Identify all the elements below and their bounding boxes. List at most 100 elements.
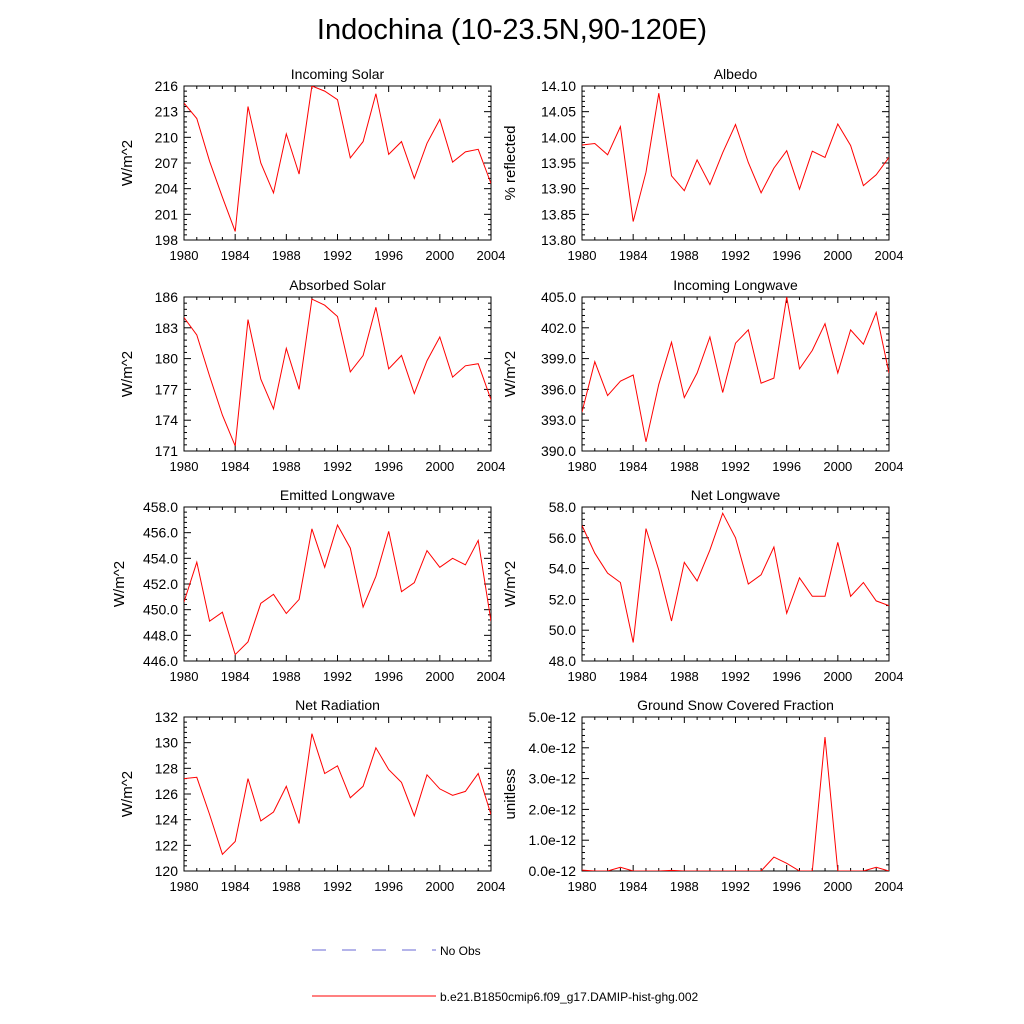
y-tick-label: 456.0 bbox=[143, 525, 178, 541]
x-tick-label: 1992 bbox=[721, 459, 750, 474]
x-tick-label: 2000 bbox=[425, 248, 454, 263]
y-tick-label: 1.0e-12 bbox=[529, 832, 577, 848]
y-tick-label: 201 bbox=[155, 206, 179, 222]
y-tick-label: 204 bbox=[155, 181, 179, 197]
y-tick-label: 48.0 bbox=[549, 653, 576, 669]
panel-title: Emitted Longwave bbox=[280, 487, 395, 503]
x-tick-label: 1984 bbox=[619, 879, 648, 894]
y-tick-label: 50.0 bbox=[549, 622, 576, 638]
y-tick-label: 399.0 bbox=[541, 351, 576, 367]
y-tick-label: 14.05 bbox=[541, 104, 576, 120]
legend-label-2: b.e21.B1850cmip6.f09_g17.DAMIP-hist-ghg.… bbox=[440, 990, 698, 1004]
panel-title: Absorbed Solar bbox=[289, 277, 386, 293]
panel-1: Incoming Solar 1980 1984 1988 1992 1996 2000 20… bbox=[119, 66, 505, 263]
x-tick-label: 2000 bbox=[425, 669, 454, 684]
x-tick-label: 1980 bbox=[170, 669, 199, 684]
y-tick-label: 3.0e-12 bbox=[529, 771, 577, 787]
x-tick-label: 2000 bbox=[425, 459, 454, 474]
series-line bbox=[582, 93, 889, 222]
x-tick-label: 2004 bbox=[875, 248, 904, 263]
series-line bbox=[184, 298, 491, 447]
figure-title: Indochina (10-23.5N,90-120E) bbox=[316, 14, 708, 46]
y-axis-label: W/m^2 bbox=[119, 771, 136, 817]
y-tick-label: 402.0 bbox=[541, 320, 576, 336]
panel-8: Ground Snow Covered Fraction 1980 1984 1988… bbox=[502, 697, 903, 894]
panel-title: Net Longwave bbox=[691, 487, 781, 503]
x-tick-label: 1988 bbox=[670, 459, 699, 474]
x-tick-label: 1980 bbox=[170, 459, 199, 474]
y-tick-label: 58.0 bbox=[549, 499, 576, 515]
y-tick-label: 390.0 bbox=[541, 443, 576, 459]
y-axis-label: W/m^2 bbox=[119, 140, 136, 186]
y-tick-label: 126 bbox=[155, 786, 179, 802]
x-tick-label: 2004 bbox=[477, 669, 506, 684]
panel-title: Net Radiation bbox=[295, 697, 380, 713]
y-tick-label: 213 bbox=[155, 104, 179, 120]
x-tick-label: 1984 bbox=[619, 459, 648, 474]
x-tick-label: 1996 bbox=[772, 459, 801, 474]
y-tick-label: 446.0 bbox=[143, 653, 178, 669]
x-tick-label: 2004 bbox=[477, 248, 506, 263]
x-tick-label: 1992 bbox=[323, 459, 352, 474]
y-tick-label: 13.90 bbox=[541, 181, 576, 197]
y-tick-label: 177 bbox=[155, 381, 179, 397]
x-tick-label: 2004 bbox=[875, 669, 904, 684]
y-tick-label: 5.0e-12 bbox=[529, 709, 577, 725]
y-tick-label: 120 bbox=[155, 863, 179, 879]
y-axis-label: W/m^2 bbox=[119, 351, 136, 397]
x-tick-label: 1980 bbox=[568, 669, 597, 684]
y-axis-label: % reflected bbox=[502, 125, 519, 200]
x-tick-label: 1980 bbox=[568, 879, 597, 894]
x-tick-label: 1984 bbox=[619, 669, 648, 684]
x-tick-label: 1980 bbox=[568, 248, 597, 263]
x-tick-label: 1996 bbox=[772, 669, 801, 684]
plot-frame bbox=[581, 506, 890, 662]
y-tick-label: 128 bbox=[155, 760, 179, 776]
plot-frame bbox=[581, 716, 890, 872]
x-tick-label: 2004 bbox=[875, 459, 904, 474]
x-tick-label: 1984 bbox=[221, 669, 250, 684]
panel-title: Albedo bbox=[714, 66, 758, 82]
panel-4: Incoming Longwave 1980 1984 1988 1992 1996 200… bbox=[502, 277, 903, 474]
x-tick-label: 1996 bbox=[772, 248, 801, 263]
x-tick-label: 1996 bbox=[374, 248, 403, 263]
x-tick-label: 1996 bbox=[772, 879, 801, 894]
series-line bbox=[582, 736, 889, 871]
y-tick-label: 393.0 bbox=[541, 412, 576, 428]
series-line bbox=[184, 86, 491, 232]
y-tick-label: 396.0 bbox=[541, 381, 576, 397]
y-tick-label: 174 bbox=[155, 412, 179, 428]
plot-frame bbox=[581, 296, 890, 452]
panel-title: Incoming Longwave bbox=[673, 277, 798, 293]
x-tick-label: 1988 bbox=[670, 669, 699, 684]
x-tick-label: 1992 bbox=[323, 669, 352, 684]
y-tick-label: 454.0 bbox=[143, 550, 178, 566]
y-tick-label: 180 bbox=[155, 351, 179, 367]
x-tick-label: 2004 bbox=[477, 879, 506, 894]
y-tick-label: 13.85 bbox=[541, 206, 576, 222]
y-tick-label: 458.0 bbox=[143, 499, 178, 515]
series-line bbox=[184, 733, 491, 856]
y-tick-label: 405.0 bbox=[541, 289, 576, 305]
y-tick-label: 183 bbox=[155, 320, 179, 336]
y-tick-label: 52.0 bbox=[549, 591, 576, 607]
y-tick-label: 448.0 bbox=[143, 627, 178, 643]
series-line bbox=[184, 523, 491, 656]
y-tick-label: 216 bbox=[155, 78, 179, 94]
x-tick-label: 2004 bbox=[875, 879, 904, 894]
y-tick-label: 186 bbox=[155, 289, 179, 305]
x-tick-label: 2000 bbox=[823, 248, 852, 263]
x-tick-label: 1996 bbox=[374, 669, 403, 684]
x-tick-label: 1988 bbox=[272, 879, 301, 894]
y-tick-label: 56.0 bbox=[549, 530, 576, 546]
y-tick-label: 13.95 bbox=[541, 155, 576, 171]
legend-label-1: No Obs bbox=[440, 944, 481, 958]
x-tick-label: 1984 bbox=[619, 248, 648, 263]
x-tick-label: 1992 bbox=[323, 248, 352, 263]
x-tick-label: 2000 bbox=[425, 879, 454, 894]
x-tick-label: 2000 bbox=[823, 669, 852, 684]
plot-frame bbox=[183, 716, 492, 872]
panel-7: Net Radiation 1980 1984 1988 1992 1996 2000 200… bbox=[119, 697, 505, 894]
panel-title: Ground Snow Covered Fraction bbox=[637, 697, 834, 713]
